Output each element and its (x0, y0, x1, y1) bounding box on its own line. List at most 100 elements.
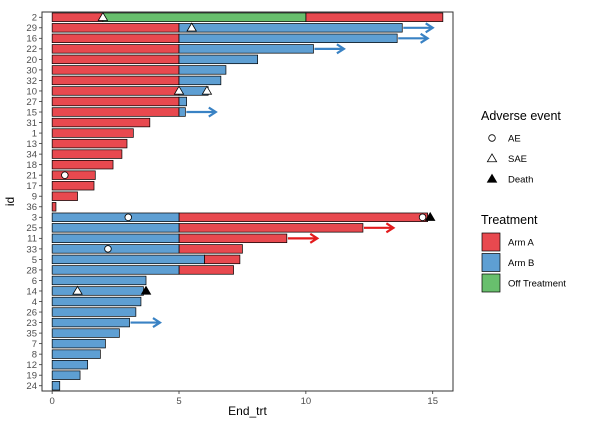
sae-marker-id-14-9 (72, 285, 83, 295)
bar-arm-b-id-3 (51, 212, 180, 222)
ongoing-arrow-id-23 (130, 317, 163, 328)
ongoing-arrows (130, 22, 435, 328)
bar-arm-a-id-31 (51, 117, 151, 128)
legends: Adverse event AE SAE Death Treatment Arm A Arm… (481, 109, 566, 293)
sae-marker-id-29-1 (186, 22, 197, 32)
y-tick-label-19: 19 (26, 371, 37, 382)
ongoing-arrow-id-29 (403, 22, 435, 34)
legend-label-arm-a: Arm A (508, 238, 535, 249)
y-tick-label-32: 32 (26, 76, 37, 87)
plot-area (42, 12, 453, 391)
legend-item-death: Death (486, 173, 533, 186)
legend-key-sae-triangle (486, 153, 498, 163)
y-tick-label-3: 3 (32, 213, 37, 224)
legend-item-arm-b: Arm B (481, 253, 534, 272)
sae-marker-id-10-3 (201, 85, 213, 95)
bar-arm-a-id-10 (51, 86, 180, 96)
bar-arm-a-id-17 (51, 181, 95, 191)
bar-arm-b-id-6 (51, 275, 147, 286)
bar-arm-a-id-29 (51, 23, 180, 33)
legend-label-arm-b: Arm B (508, 258, 534, 269)
bar-arm-a-id-1 (51, 128, 134, 138)
legend-key-off-treatment-swatch (481, 273, 501, 293)
bar-arm-b-id-25 (51, 223, 180, 233)
plot-background (42, 12, 453, 391)
bar-arm-b-id-4 (51, 296, 142, 307)
ongoing-arrow-id-22 (314, 43, 346, 55)
bar-arm-a-id-22 (51, 44, 180, 54)
legend-item-arm-a: Arm A (481, 232, 535, 252)
ongoing-arrow-id-16 (398, 32, 430, 44)
x-tick-label-5: 5 (176, 396, 181, 407)
bar-arm-b-id-29 (178, 23, 403, 33)
ongoing-arrow-id-15 (186, 106, 218, 118)
legend-item-ae: AE (488, 134, 521, 145)
y-tick-label-8: 8 (32, 350, 37, 361)
death-marker-id-3-7 (424, 211, 436, 221)
bar-arm-b-id-27 (178, 96, 187, 107)
legend-item-sae: SAE (486, 153, 527, 165)
arrow-head (385, 222, 396, 234)
sae-marker-id-2-0 (97, 11, 109, 21)
bar-arm-a-id-28 (178, 265, 234, 275)
bar-arm-a-id-2 (51, 12, 104, 22)
y-tick-label-16: 16 (26, 34, 37, 45)
bar-arm-b-id-20 (178, 54, 258, 65)
bar-arm-b-id-8 (51, 349, 101, 359)
bar-arm-a-id-18 (51, 159, 114, 170)
bar-arm-b-id-32 (178, 75, 222, 86)
x-axis-title: End_trt (228, 404, 267, 418)
bar-arm-b-id-24 (51, 381, 61, 391)
bar-arm-b-id-14 (51, 286, 144, 296)
y-tick-label-24: 24 (26, 381, 37, 392)
bar-arm-b-id-12 (51, 360, 89, 370)
y-tick-label-1: 1 (32, 128, 37, 139)
bar-arm-b-id-5 (51, 254, 205, 265)
y-tick-label-21: 21 (26, 171, 37, 182)
plot-border (41, 11, 454, 392)
bar-arm-b-id-11 (51, 233, 180, 244)
legend-key-arm-a-swatch (481, 232, 501, 252)
bar-arm-b-id-19 (51, 370, 81, 380)
x-tick-label-10: 10 (301, 396, 312, 407)
ae-marker-id-33-8 (104, 245, 112, 253)
legend-key-arm-b-swatch (481, 253, 501, 272)
y-tick-label-34: 34 (26, 150, 37, 161)
y-tick-label-18: 18 (26, 160, 37, 171)
y-tick-label-13: 13 (26, 139, 37, 150)
y-tick-label-30: 30 (26, 65, 37, 76)
bar-arm-a-id-36 (51, 202, 57, 212)
y-tick-label-14: 14 (26, 286, 37, 297)
ongoing-arrow-id-11 (287, 232, 320, 244)
x-tick-label-15: 15 (427, 396, 438, 407)
y-tick-label-35: 35 (26, 328, 37, 339)
death-marker-id-14-10 (140, 285, 152, 295)
bar-arm-a-id-13 (51, 138, 128, 149)
y-tick-label-31: 31 (26, 118, 37, 129)
y-tick-label-36: 36 (26, 202, 37, 213)
legend-item-off-treatment: Off Treatment (481, 273, 566, 293)
ongoing-arrow-id-25 (363, 222, 396, 234)
bar-arm-a-id-33 (178, 244, 243, 254)
x-tick-label-0: 0 (49, 396, 54, 407)
y-tick-label-23: 23 (26, 318, 37, 329)
bar-arm-b-id-30 (178, 65, 227, 75)
bar-arm-a-id-9 (51, 191, 78, 201)
y-tick-label-22: 22 (26, 44, 37, 55)
legend-label-sae: SAE (508, 154, 527, 165)
bar-arm-b-id-35 (51, 328, 120, 338)
legend-label-ae: AE (508, 134, 521, 145)
y-tick-label-28: 28 (26, 265, 37, 276)
arrow-head (425, 22, 435, 34)
y-tick-label-9: 9 (32, 192, 37, 203)
arrow-head (336, 43, 346, 55)
bar-arm-b-id-7 (51, 338, 106, 349)
y-tick-label-5: 5 (32, 255, 37, 266)
ae-marker-id-3-5 (124, 213, 132, 221)
axes: 2291622203032102715311133418211793632511… (26, 11, 454, 407)
sae-marker-id-10-2 (173, 85, 185, 95)
y-tick-label-33: 33 (26, 244, 37, 255)
legend-title-adverse-event: Adverse event (481, 109, 561, 123)
bar-arm-b-id-15 (178, 107, 186, 117)
